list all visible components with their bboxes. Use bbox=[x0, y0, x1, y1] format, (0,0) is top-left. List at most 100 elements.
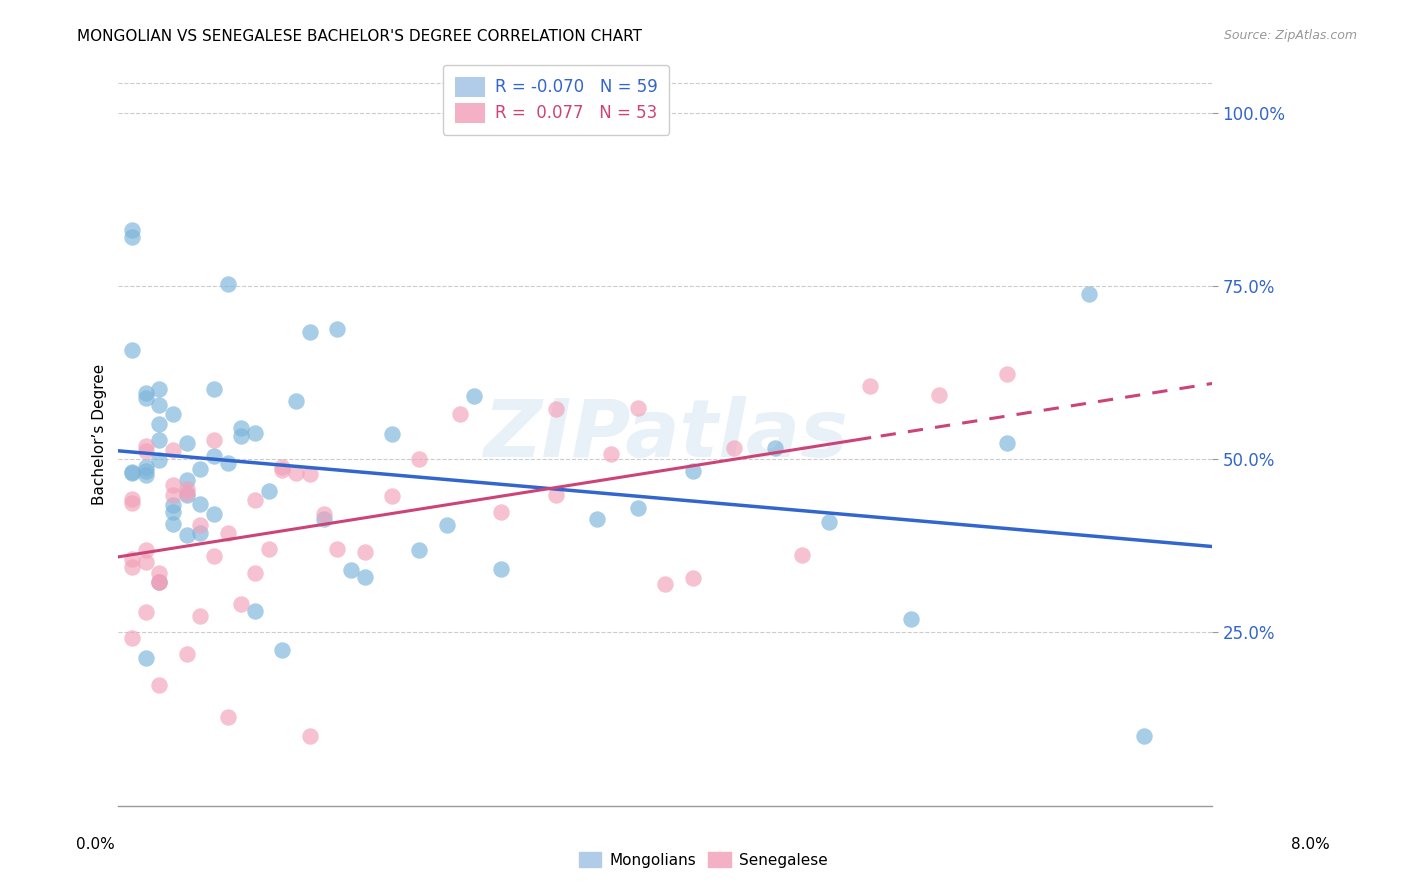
Point bbox=[135, 439, 157, 453]
Point bbox=[135, 555, 157, 569]
Point bbox=[121, 491, 143, 506]
Point bbox=[135, 606, 157, 620]
Point bbox=[995, 368, 1018, 382]
Point bbox=[900, 612, 922, 626]
Point bbox=[627, 401, 650, 415]
Point bbox=[654, 577, 676, 591]
Point bbox=[312, 507, 335, 521]
Point bbox=[135, 444, 157, 458]
Point bbox=[790, 549, 813, 563]
Point bbox=[353, 545, 375, 559]
Point bbox=[121, 560, 143, 574]
Point bbox=[202, 383, 225, 397]
Point bbox=[243, 604, 266, 618]
Point bbox=[176, 435, 198, 450]
Point bbox=[257, 541, 280, 556]
Point bbox=[162, 488, 184, 502]
Point bbox=[298, 325, 321, 339]
Point bbox=[381, 426, 404, 441]
Point bbox=[121, 343, 143, 357]
Point bbox=[135, 385, 157, 400]
Point bbox=[121, 230, 143, 244]
Point bbox=[148, 382, 170, 396]
Point bbox=[544, 488, 567, 502]
Point bbox=[176, 473, 198, 487]
Point bbox=[217, 456, 239, 470]
Point bbox=[436, 518, 458, 533]
Point bbox=[298, 467, 321, 482]
Point bbox=[121, 466, 143, 480]
Point bbox=[271, 642, 294, 657]
Point bbox=[202, 549, 225, 563]
Point bbox=[231, 429, 253, 443]
Point bbox=[298, 729, 321, 743]
Point bbox=[148, 574, 170, 589]
Point bbox=[463, 389, 485, 403]
Point bbox=[599, 447, 621, 461]
Point bbox=[135, 468, 157, 483]
Point bbox=[271, 460, 294, 475]
Point bbox=[190, 497, 212, 511]
Point bbox=[202, 450, 225, 464]
Point bbox=[326, 542, 349, 557]
Point bbox=[162, 407, 184, 421]
Point bbox=[928, 388, 950, 402]
Point bbox=[202, 433, 225, 447]
Point bbox=[449, 407, 471, 421]
Point bbox=[326, 322, 349, 336]
Text: Source: ZipAtlas.com: Source: ZipAtlas.com bbox=[1223, 29, 1357, 42]
Point bbox=[148, 677, 170, 691]
Point bbox=[763, 441, 786, 455]
Point bbox=[340, 563, 363, 577]
Point bbox=[148, 417, 170, 432]
Point bbox=[135, 543, 157, 558]
Point bbox=[135, 392, 157, 406]
Point bbox=[312, 511, 335, 525]
Y-axis label: Bachelor’s Degree: Bachelor’s Degree bbox=[93, 364, 107, 506]
Point bbox=[231, 421, 253, 435]
Point bbox=[176, 482, 198, 496]
Text: MONGOLIAN VS SENEGALESE BACHELOR'S DEGREE CORRELATION CHART: MONGOLIAN VS SENEGALESE BACHELOR'S DEGRE… bbox=[77, 29, 643, 44]
Point bbox=[121, 631, 143, 645]
Point bbox=[353, 570, 375, 584]
Point bbox=[1078, 286, 1101, 301]
Point bbox=[148, 453, 170, 467]
Point bbox=[217, 277, 239, 291]
Point bbox=[285, 394, 308, 409]
Point bbox=[162, 504, 184, 518]
Point bbox=[190, 526, 212, 541]
Point bbox=[148, 433, 170, 447]
Point bbox=[135, 464, 157, 478]
Point bbox=[859, 379, 882, 393]
Point bbox=[190, 608, 212, 623]
Point bbox=[243, 566, 266, 581]
Point bbox=[408, 452, 430, 467]
Legend: Mongolians, Senegalese: Mongolians, Senegalese bbox=[572, 846, 834, 873]
Point bbox=[408, 542, 430, 557]
Point bbox=[148, 575, 170, 590]
Point bbox=[1132, 729, 1154, 743]
Legend: R = -0.070   N = 59, R =  0.077   N = 53: R = -0.070 N = 59, R = 0.077 N = 53 bbox=[443, 65, 669, 135]
Point bbox=[176, 485, 198, 500]
Point bbox=[723, 441, 745, 455]
Point bbox=[271, 463, 294, 477]
Point bbox=[176, 528, 198, 542]
Point bbox=[231, 597, 253, 611]
Point bbox=[544, 401, 567, 416]
Point bbox=[586, 512, 609, 526]
Point bbox=[818, 515, 841, 529]
Text: ZIPatlas: ZIPatlas bbox=[482, 396, 848, 474]
Point bbox=[202, 507, 225, 521]
Point bbox=[285, 467, 308, 481]
Point bbox=[682, 464, 704, 478]
Point bbox=[135, 651, 157, 665]
Point bbox=[121, 465, 143, 479]
Point bbox=[135, 459, 157, 474]
Point bbox=[243, 492, 266, 507]
Point bbox=[190, 517, 212, 532]
Point bbox=[257, 483, 280, 498]
Point bbox=[381, 489, 404, 503]
Point bbox=[148, 398, 170, 412]
Point bbox=[162, 498, 184, 512]
Point bbox=[148, 566, 170, 581]
